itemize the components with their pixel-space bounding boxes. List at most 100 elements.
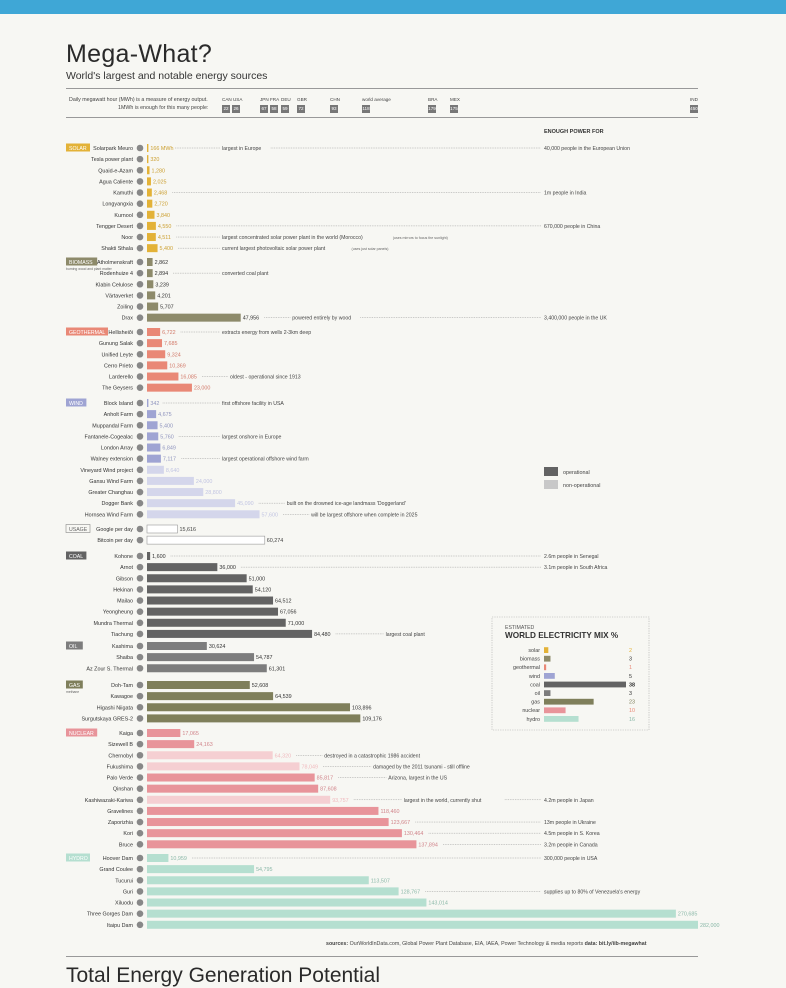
plant-bar: [147, 642, 207, 650]
plant-bar: [147, 454, 161, 463]
plant-flag-icon: [136, 477, 144, 485]
plant-value: 5,707: [160, 305, 174, 311]
plant-flag-icon: [136, 444, 144, 451]
plant-value: 67,056: [280, 610, 297, 616]
plant-bar: [147, 653, 255, 662]
plant-name: The Geysers: [102, 386, 133, 392]
mix-subtitle: ESTIMATED: [505, 625, 535, 631]
plant-bar: [147, 188, 152, 197]
plant-note: oldest - operational since 1913: [230, 375, 301, 381]
category-label-geothermal: GEOTHERMAL: [69, 330, 105, 336]
plant-name: Surgutskaya GRES-2: [81, 716, 133, 722]
sources-text: OurWorldInData.com, Global Power Plant D…: [349, 941, 584, 947]
plant-name: Kamuthi: [113, 191, 133, 197]
plant-small-note: (uses just solar panels): [352, 247, 389, 251]
category-label-oil: OIL: [69, 644, 77, 650]
legend-non-operational-label: non-operational: [563, 483, 600, 489]
mix-value: 3: [629, 691, 632, 697]
plant-value: 24,163: [196, 742, 213, 748]
country-people-value: 58: [270, 105, 278, 113]
plant-note: will be largest offshore when complete i…: [311, 512, 417, 518]
plant-name: Block Island: [104, 401, 133, 407]
plant-flag-icon: [136, 563, 144, 571]
plant-flag-icon: [136, 433, 144, 440]
plant-bar: [147, 443, 161, 452]
plant-flag-icon: [136, 664, 144, 672]
mix-value: 5: [629, 674, 632, 680]
plant-name: Hekinan: [113, 587, 133, 593]
legend-operational-label: operational: [563, 470, 590, 476]
plant-note: largest in Europe: [222, 146, 261, 152]
plant-value: 2,720: [154, 202, 168, 208]
plant-bar: [147, 552, 151, 560]
plant-name: Yeongheung: [103, 610, 133, 616]
plant-note: destroyed in a catastrophic 1986 acciden…: [324, 753, 420, 759]
plant-value: 15,616: [180, 527, 197, 533]
plant-bar: [147, 410, 157, 419]
plant-name: Guri: [123, 889, 133, 895]
plant-name: Drax: [122, 316, 134, 322]
plant-note: extracts energy from wells 2-3km deep: [222, 330, 311, 336]
plant-value: 320: [150, 157, 159, 163]
plant-name: Mundra Thermal: [94, 621, 133, 627]
plant-flag-icon: [136, 785, 144, 792]
plant-flag-icon: [136, 653, 144, 661]
plant-name: Chernobyl: [108, 753, 133, 759]
plant-name: Fukushima: [107, 764, 133, 770]
enough-power-text: 300,000 people in USA: [544, 856, 598, 862]
plant-flag-icon: [136, 619, 144, 627]
plant-flag-icon: [136, 818, 144, 826]
plant-bar: [147, 291, 156, 300]
plant-name: Fantanele-Cogealac: [84, 434, 133, 440]
plant-flag-icon: [136, 189, 144, 196]
plant-bar: [147, 372, 179, 381]
country-name: MEX: [450, 97, 460, 102]
plant-name: Kohone: [114, 554, 133, 560]
category-label-hydro: HYDRO: [69, 856, 88, 862]
category-tag-nuclear: [66, 728, 98, 737]
plant-bar: [147, 692, 274, 701]
plant-value: 4,675: [158, 412, 172, 418]
plant-value: 23,000: [194, 386, 211, 392]
plant-note: largest operational offshore wind farm: [222, 457, 309, 463]
plant-flag-icon: [136, 339, 144, 347]
mix-bar: [544, 664, 547, 671]
category-tag-geothermal: [66, 327, 108, 336]
category-label-gas: GAS: [69, 683, 80, 689]
mix-category-label: hydro: [527, 717, 541, 723]
plant-flag-icon: [136, 597, 144, 604]
plant-value: 118,460: [380, 809, 399, 815]
plant-value: 64,539: [275, 694, 292, 700]
mix-bar: [544, 707, 566, 714]
mix-category-label: solar: [528, 648, 540, 654]
plant-value: 54,120: [255, 587, 272, 593]
plant-value: 64,512: [275, 599, 292, 605]
plant-name: Greater Changhau: [88, 490, 133, 496]
plant-bar: [147, 585, 253, 594]
plant-flag-icon: [136, 144, 144, 152]
plant-value: 9,324: [167, 352, 181, 358]
plant-name: Higashi Niigata: [97, 705, 133, 711]
mix-category-label: coal: [530, 682, 540, 688]
plant-value: 10,959: [170, 856, 187, 862]
plant-value: 4,550: [158, 224, 172, 230]
mix-bar: [544, 698, 594, 705]
mix-value: 10: [629, 708, 635, 714]
plant-flag-icon: [136, 715, 144, 722]
enough-power-text: 4.2m people in Japan: [544, 798, 594, 804]
data-link[interactable]: bit.ly/iib-megawhat: [598, 941, 647, 947]
country-people-value: 26: [232, 105, 240, 113]
plant-value: 16,085: [180, 375, 197, 381]
plant-name: Palo Verde: [107, 776, 133, 782]
plant-bar: [147, 421, 158, 430]
plant-value: 52,608: [252, 683, 269, 689]
plant-bar: [147, 629, 313, 638]
plant-flag-icon: [136, 373, 144, 380]
plant-value: 5,400: [160, 423, 174, 429]
plant-bar: [147, 302, 159, 311]
plant-bar: [147, 361, 168, 370]
plant-value: 2,894: [155, 271, 169, 277]
plant-bar: [147, 920, 698, 929]
category-tag-solar: [66, 143, 90, 152]
plant-bar: [147, 681, 250, 689]
